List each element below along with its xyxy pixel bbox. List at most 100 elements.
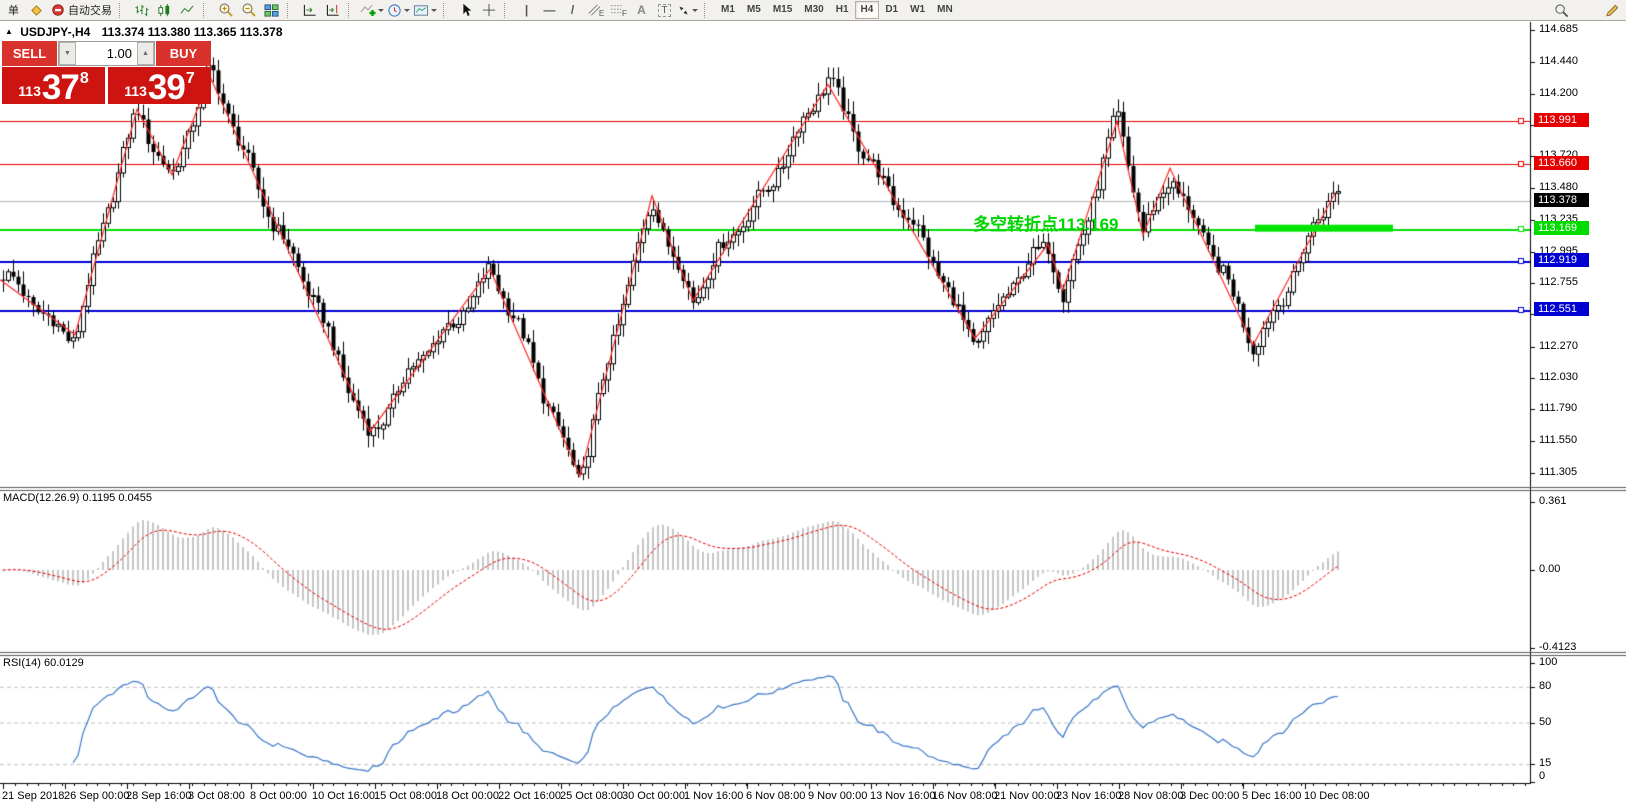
price-axis-tick: 114.440 (1539, 55, 1578, 67)
price-level-label: 113.991 (1534, 113, 1589, 127)
trendline-tool[interactable]: / (561, 1, 584, 19)
tab-timeframe-M15[interactable]: M15 (772, 4, 793, 15)
macd-axis-tick: -0.4123 (1539, 641, 1577, 653)
bar-chart-button[interactable] (130, 1, 153, 19)
price-axis-tick: 112.030 (1539, 371, 1578, 383)
indicators-button[interactable] (359, 1, 386, 19)
sell-price-sup: 8 (79, 70, 89, 87)
horizontal-line-tool[interactable]: — (538, 1, 561, 19)
time-axis-label: 21 Nov 00:00 (994, 790, 1060, 802)
chart-shift-button[interactable] (321, 1, 344, 19)
pencil-button[interactable] (1601, 1, 1624, 19)
dropdown-caret (404, 9, 410, 15)
volume-value[interactable]: 1.00 (106, 46, 132, 61)
price-axis-tick: 113.480 (1539, 181, 1578, 193)
search-button[interactable] (1550, 1, 1573, 19)
dropdown-caret (692, 9, 698, 15)
autotrading-button[interactable]: 自动交易 (48, 1, 115, 19)
toolbar-separator (119, 2, 127, 18)
channel-glyph: E (598, 8, 605, 18)
time-axis-label: 3 Oct 08:00 (188, 790, 245, 802)
zoom-out-button[interactable] (237, 1, 260, 19)
label-glyph: T (658, 3, 671, 17)
dropdown-caret (431, 9, 437, 15)
sell-price-prefix: 113 (18, 83, 41, 99)
crosshair-button[interactable] (477, 1, 500, 19)
tile-windows-button[interactable] (260, 1, 283, 19)
sell-price-display[interactable]: 113 37 8 (2, 67, 105, 105)
auto-scroll-button[interactable] (298, 1, 321, 19)
rsi-indicator-label: RSI(14) 60.0129 (3, 657, 84, 669)
vline-glyph: | (524, 3, 529, 17)
vertical-line-tool[interactable]: | (515, 1, 538, 19)
text-glyph: A (637, 3, 646, 17)
tab-timeframe-M30[interactable]: M30 (804, 4, 824, 15)
trend-glyph: / (570, 3, 575, 17)
tab-timeframe-H4[interactable]: H4 (854, 1, 880, 19)
text-tool[interactable]: A (630, 1, 653, 19)
cursor-button[interactable] (454, 1, 477, 19)
hline-glyph: — (543, 3, 556, 17)
new-order-button[interactable]: 单 (2, 1, 25, 19)
price-level-label: 113.378 (1534, 193, 1589, 207)
channel-tool[interactable]: E (584, 1, 607, 19)
sell-button[interactable]: SELL (2, 41, 57, 66)
price-axis-tick: 111.790 (1539, 402, 1578, 414)
buy-price-display[interactable]: 113 39 7 (108, 67, 211, 108)
tab-timeframe-D1[interactable]: D1 (885, 4, 899, 15)
time-axis-label: 10 Oct 16:00 (312, 790, 375, 802)
tab-timeframe-M1[interactable]: M1 (721, 4, 735, 15)
price-axis-tick: 112.755 (1539, 276, 1578, 288)
volume-decrease-button[interactable]: ▼ (59, 42, 76, 65)
timeframe-group: M1 M5 M15 M30 H1 H4 D1 W1 MN (715, 1, 959, 19)
dropdown-caret (378, 9, 384, 15)
toolbar-separator (504, 2, 512, 18)
volume-increase-button[interactable]: ▲ (137, 42, 154, 65)
buy-price-prefix: 113 (124, 83, 147, 99)
main-toolbar: 单 自动交易 (0, 0, 1626, 21)
price-axis-tick: 111.305 (1539, 466, 1578, 478)
price-level-label: 113.660 (1534, 156, 1589, 170)
text-label-tool[interactable]: T (653, 1, 676, 19)
line-chart-button[interactable] (176, 1, 199, 19)
time-axis-label: 28 Sep 16:00 (126, 790, 192, 802)
time-axis-label: 16 Nov 08:00 (932, 790, 998, 802)
price-level-label: 112.919 (1534, 253, 1589, 267)
volume-control: ▼ 1.00 ▲ (58, 41, 155, 66)
price-level-label: 113.169 (1534, 221, 1589, 235)
pivot-annotation: 多空转折点113.169 (973, 215, 1119, 234)
arrows-tool[interactable] (676, 1, 700, 19)
time-axis-label: 23 Nov 16:00 (1056, 790, 1122, 802)
autotrading-icon (52, 4, 64, 16)
buy-button[interactable]: BUY (156, 41, 211, 66)
time-axis-label: 13 Nov 16:00 (870, 790, 936, 802)
buy-price-big: 39 (147, 68, 186, 108)
order-cube-icon[interactable] (25, 1, 48, 19)
time-axis-label: 8 Oct 00:00 (250, 790, 307, 802)
new-order-label: 单 (8, 5, 19, 17)
macd-indicator-label: MACD(12.26.9) 0.1195 0.0455 (3, 492, 152, 504)
collapse-panel-toggle[interactable]: ▲ (5, 27, 13, 36)
periods-button[interactable] (386, 1, 412, 19)
toolbar-separator (203, 2, 211, 18)
tab-timeframe-W1[interactable]: W1 (910, 4, 926, 15)
tab-timeframe-H1[interactable]: H1 (835, 4, 849, 15)
macd-axis-tick: 0.361 (1539, 495, 1567, 507)
toolbar-right-group (1550, 1, 1624, 19)
price-level-label: 112.551 (1534, 302, 1589, 316)
fibo-glyph: F (622, 8, 627, 18)
tab-timeframe-M5[interactable]: M5 (746, 4, 761, 15)
templates-button[interactable] (412, 1, 439, 19)
zoom-in-button[interactable] (214, 1, 237, 19)
time-axis-label: 28 Nov 08:00 (1118, 790, 1184, 802)
chart-header: ▲ USDJPY-,H4 113.374 113.380 113.365 113… (5, 25, 283, 39)
time-axis-label: 25 Oct 08:00 (560, 790, 623, 802)
fibonacci-tool[interactable]: F (607, 1, 630, 19)
rsi-axis-tick: 0 (1539, 770, 1546, 782)
one-click-trading-panel: SELL ▼ 1.00 ▲ BUY 113 37 8 113 39 7 (2, 41, 211, 108)
tab-timeframe-MN[interactable]: MN (937, 4, 953, 15)
time-axis-label: 1 Nov 16:00 (684, 790, 744, 802)
candlestick-button[interactable] (153, 1, 176, 19)
time-axis-label: 22 Oct 16:00 (498, 790, 561, 802)
